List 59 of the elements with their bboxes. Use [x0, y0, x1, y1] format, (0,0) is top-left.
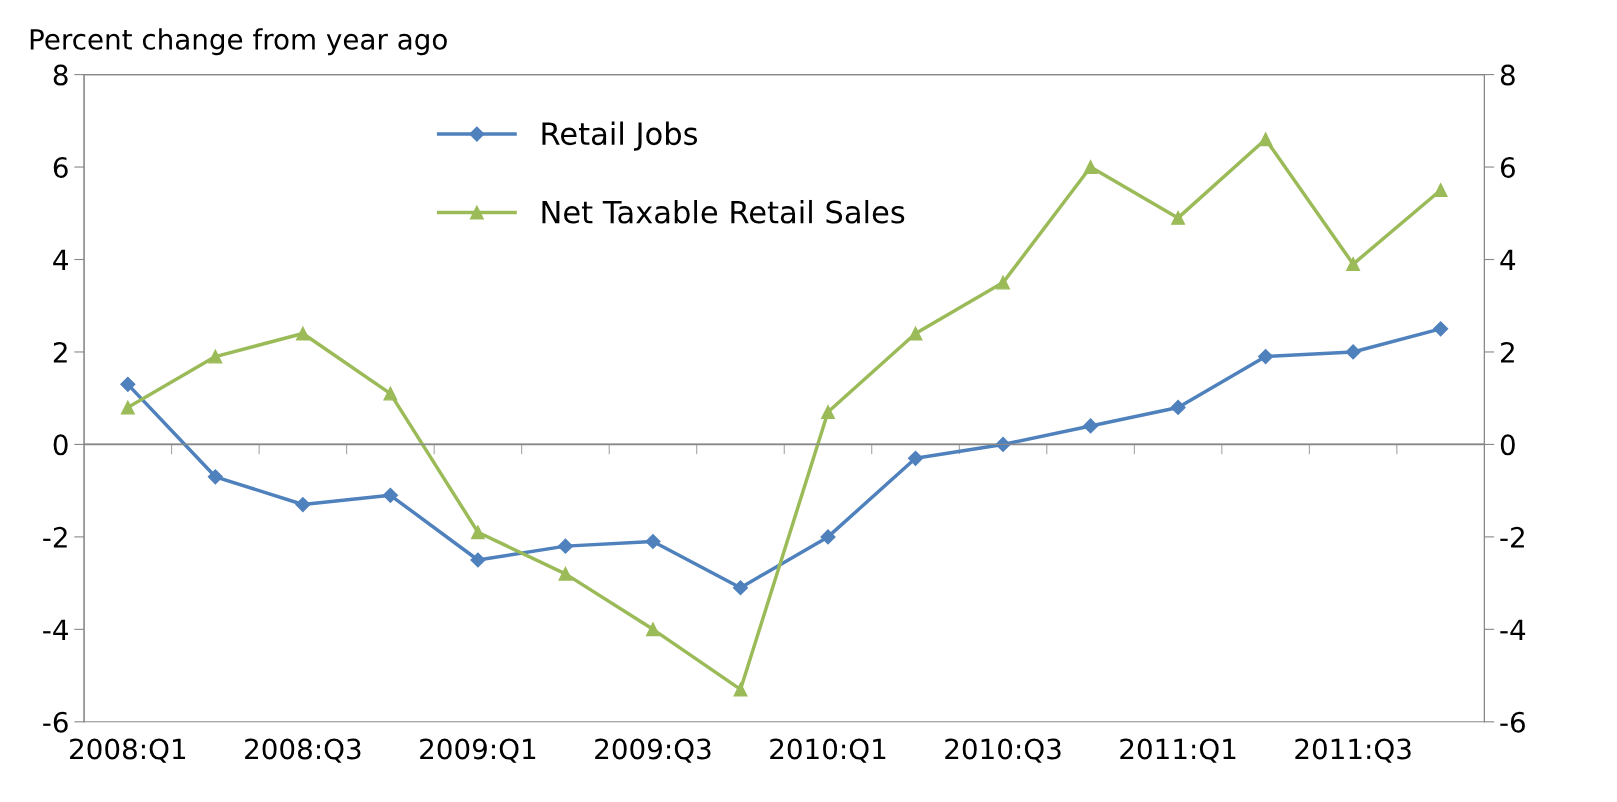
point [1083, 160, 1098, 174]
point [1082, 418, 1099, 434]
point [383, 386, 398, 401]
point [470, 525, 485, 540]
x-tick-label: 2008:Q3 [245, 738, 361, 763]
point [382, 487, 398, 503]
y-axis-title: Percent change from year ago [30, 28, 447, 56]
point [995, 436, 1011, 452]
y-tick-label: 4 [53, 249, 68, 271]
y2-tick-label: -4 [1500, 619, 1526, 640]
y-tick-label: 8 [53, 64, 68, 86]
point [1345, 344, 1361, 360]
point [1258, 349, 1274, 365]
point [120, 400, 135, 415]
y2-tick-label: -6 [1500, 711, 1525, 733]
point [558, 566, 573, 581]
x-tick-label: 2009:Q1 [420, 738, 536, 763]
y-tick-label: -4 [43, 619, 68, 640]
x-tick-label: 2010:Q3 [945, 738, 1061, 763]
y2-tick-label: -2 [1500, 526, 1524, 548]
y2-tick-label: 4 [1500, 249, 1516, 271]
y-tick-label: -6 [43, 711, 68, 733]
y2-tick-label: 8 [1500, 64, 1515, 86]
y2-tick-label: 0 [1500, 434, 1515, 456]
point [820, 529, 836, 545]
point [996, 275, 1010, 290]
point [120, 376, 136, 392]
y2-tick-label: 2 [1501, 341, 1514, 363]
point [1433, 183, 1448, 198]
point [733, 682, 748, 697]
point [732, 580, 749, 596]
x-tick-label: 2008:Q1 [70, 738, 186, 763]
point [295, 326, 310, 341]
point [821, 405, 835, 420]
point [470, 552, 486, 568]
legend-label: Net Taxable Retail Sales [542, 199, 905, 224]
point [908, 326, 923, 341]
point [907, 450, 924, 466]
point [1258, 132, 1273, 147]
point [295, 496, 311, 513]
y-tick-label: -2 [43, 526, 67, 548]
point [1170, 399, 1186, 416]
x-tick-label: 2011:Q1 [1120, 738, 1236, 763]
point [208, 349, 223, 364]
y-tick-label: 0 [53, 434, 68, 456]
x-tick-label: 2011:Q3 [1295, 738, 1411, 763]
point [1346, 257, 1361, 272]
x-tick-label: 2010:Q1 [770, 738, 886, 763]
point [645, 533, 661, 550]
point [207, 469, 223, 485]
y-tick-label: 6 [53, 156, 68, 178]
legend-label: Retail Jobs [542, 121, 698, 151]
x-tick-label: 2009:Q3 [595, 738, 711, 763]
point [1433, 321, 1449, 337]
y2-tick-label: 6 [1500, 156, 1515, 178]
point [646, 622, 660, 637]
point [1171, 210, 1186, 225]
point [557, 538, 574, 554]
y-tick-label: 2 [53, 341, 67, 363]
